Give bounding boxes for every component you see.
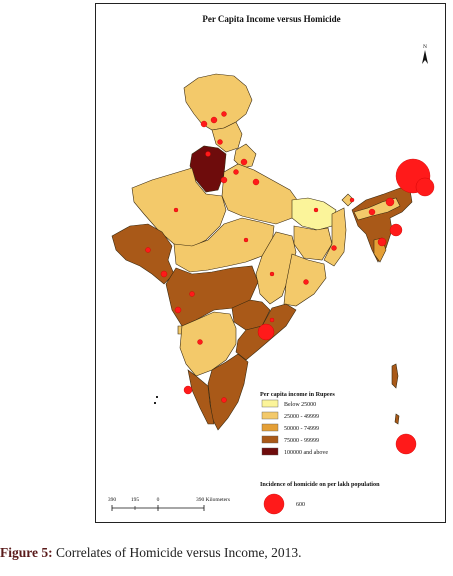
- bubble-jk-1: [210, 116, 218, 124]
- bubble-tn-1: [221, 397, 227, 403]
- legend-swatch-1: [261, 411, 279, 420]
- legend-classes: Below 25000 25000 - 49999 50000 - 74999 750…: [261, 399, 328, 456]
- scale-tick-2: 195: [131, 497, 140, 503]
- caption-text: Correlates of Homicide versus Income, 20…: [52, 545, 302, 560]
- legend: Per capita income in Rupees Below 25000 2…: [260, 391, 380, 515]
- region-jammu-kashmir: [183, 73, 253, 131]
- bubble-rj-1: [173, 207, 179, 213]
- legend-swatch-3: [261, 435, 279, 444]
- bubble-mh-2: [189, 291, 195, 297]
- map-frame: Per Capita Income versus Homicide: [95, 3, 446, 523]
- region-karnataka: [179, 311, 237, 377]
- region-telangana: [231, 299, 271, 331]
- legend-label-1: 25000 - 49999: [284, 414, 319, 420]
- region-tamil-nadu: [207, 353, 249, 431]
- region-bihar: [291, 197, 337, 231]
- region-nicobar: [394, 413, 400, 425]
- bubble-pk-1: [205, 151, 211, 157]
- legend-homicide-value: 600: [296, 502, 305, 508]
- bubble-nicobar: [395, 433, 417, 455]
- figure-caption: Figure 5: Correlates of Homicide versus …: [0, 545, 453, 561]
- scale-tick-3: 0: [157, 497, 160, 503]
- legend-swatch-4: [261, 447, 279, 456]
- caption-label: Figure 5:: [0, 545, 53, 560]
- north-label: N: [423, 44, 427, 50]
- bubble-up-2: [233, 169, 239, 175]
- bubble-ne-1: [389, 223, 403, 237]
- bubble-mh-1: [174, 306, 182, 314]
- legend-swatch-0: [261, 399, 279, 408]
- bubble-jk-2: [200, 120, 208, 128]
- bubble-chennai: [257, 323, 275, 341]
- homicide-bubbles: [145, 111, 435, 455]
- bubble-hp-1: [217, 139, 223, 145]
- region-jharkhand: [293, 225, 333, 261]
- bubble-up-3: [252, 178, 260, 186]
- north-arrow: N: [422, 44, 428, 64]
- region-andaman: [391, 363, 399, 389]
- legend-label-0: Below 25000: [284, 402, 316, 408]
- bubble-ap-1: [269, 317, 275, 323]
- region-uttarakhand: [233, 143, 257, 169]
- bubble-ne-3: [368, 208, 376, 216]
- bubble-br-1: [313, 207, 319, 213]
- region-west-bengal: [323, 207, 347, 267]
- legend-label-4: 100000 and above: [284, 450, 328, 456]
- scale-tick-4: 390 Kilometers: [196, 497, 230, 503]
- bubble-mp-1: [243, 237, 249, 243]
- bubble-gj-1: [160, 270, 168, 278]
- bubble-ne-large-2: [415, 177, 435, 197]
- region-rajasthan: [131, 167, 227, 249]
- legend-income-title: Per capita income in Rupees: [260, 391, 335, 398]
- region-lakshadweep-2: [154, 402, 156, 404]
- bubble-ne-4: [385, 197, 395, 207]
- region-kerala: [187, 369, 215, 425]
- bubble-jk-3: [221, 111, 227, 117]
- legend-homicide-title: Incidence of homicide on per lakh popula…: [260, 481, 380, 488]
- scale-bar: 390 195 0 390 Kilometers: [108, 497, 230, 511]
- bubble-gj-2: [145, 247, 151, 253]
- legend-label-3: 75000 - 99999: [284, 438, 319, 444]
- bubble-wb-1: [331, 245, 337, 251]
- legend-swatch-2: [261, 423, 279, 432]
- india-map: N Per capita income in Rupees Below 2500…: [108, 44, 435, 515]
- map-title: Per Capita Income versus Homicide: [202, 14, 341, 24]
- scale-tick-1: 390: [108, 497, 117, 503]
- bubble-sk-1: [349, 197, 355, 203]
- bubble-kerala: [183, 385, 193, 395]
- legend-homicide-symbol: [263, 493, 285, 515]
- bubble-delhi: [220, 176, 228, 184]
- bubble-ka-1: [197, 339, 203, 345]
- bubble-ne-2: [377, 237, 387, 247]
- bubble-cg-1: [269, 271, 275, 277]
- legend-label-2: 50000 - 74999: [284, 426, 319, 432]
- bubble-up-1: [240, 158, 248, 166]
- bubble-od-1: [303, 279, 309, 285]
- region-lakshadweep: [156, 396, 158, 398]
